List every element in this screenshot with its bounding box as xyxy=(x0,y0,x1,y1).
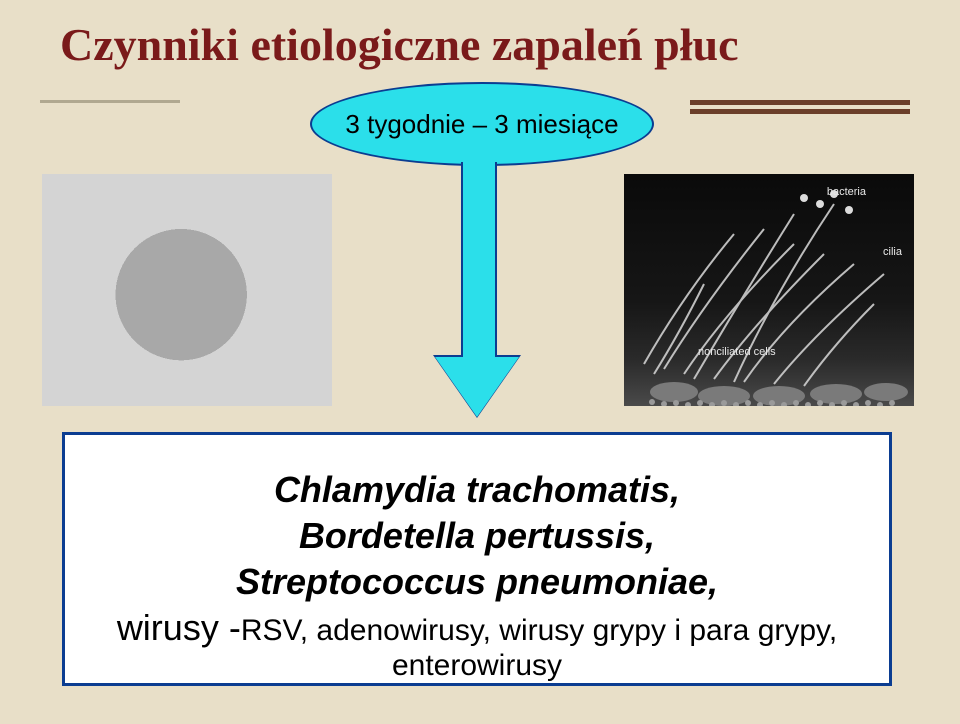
image-label-cilia: cilia xyxy=(883,246,902,258)
microscopy-image-left xyxy=(42,174,332,406)
pathogen-line-4-rest: RSV, adenowirusy, wirusy grypy i para gr… xyxy=(241,614,837,682)
oval-text: 3 tygodnie – 3 miesiące xyxy=(345,109,618,140)
pathogen-line-4-lead: wirusy - xyxy=(117,607,241,648)
slide-title: Czynniki etiologiczne zapaleń płuc xyxy=(60,18,739,71)
image-label-bacteria: bacteria xyxy=(827,186,866,198)
pathogens-textbox: Chlamydia trachomatis, Bordetella pertus… xyxy=(62,432,892,686)
title-underline xyxy=(40,100,180,103)
pathogen-line-4: wirusy -RSV, adenowirusy, wirusy grypy i… xyxy=(85,607,869,683)
slide: Czynniki etiologiczne zapaleń płuc 3 tyg… xyxy=(0,0,960,724)
pathogen-line-3: Streptococcus pneumoniae, xyxy=(85,561,869,603)
age-range-oval: 3 tygodnie – 3 miesiące xyxy=(310,82,654,166)
image-label-nonciliated: nonciliated cells xyxy=(698,346,776,358)
pathogen-line-2: Bordetella pertussis, xyxy=(85,515,869,557)
down-arrow xyxy=(435,162,519,422)
pathogen-line-1: Chlamydia trachomatis, xyxy=(85,469,869,511)
microscopy-image-right: bacteria cilia nonciliated cells xyxy=(624,174,914,406)
decorative-double-rule xyxy=(690,100,910,114)
